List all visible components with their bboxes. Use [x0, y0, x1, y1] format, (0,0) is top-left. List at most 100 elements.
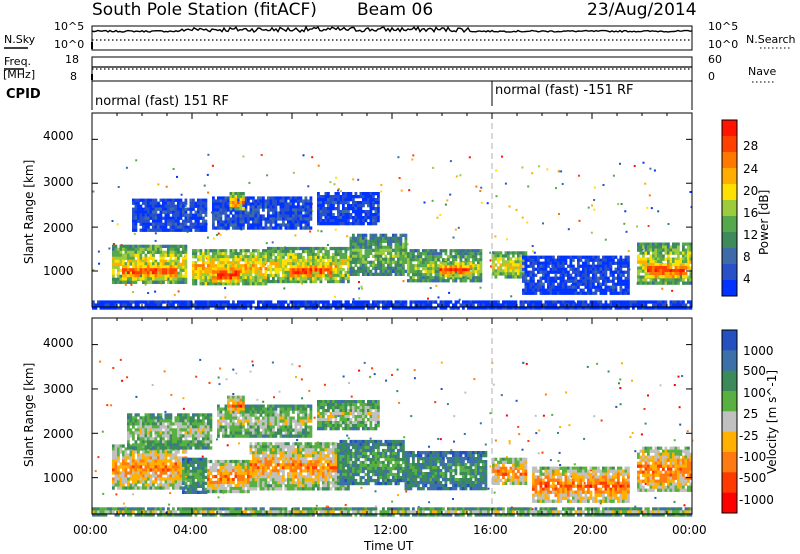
- power-cell: [357, 242, 360, 246]
- power-cell: [242, 249, 245, 253]
- power-cell: [514, 266, 518, 270]
- power-cell: [159, 198, 163, 202]
- power-cell: [154, 259, 158, 263]
- power-cell: [277, 261, 280, 266]
- power-cell: [242, 267, 245, 271]
- power-cell: [177, 250, 180, 254]
- power-cell: [157, 225, 160, 229]
- power-cell: [557, 261, 560, 265]
- power-cell: [552, 261, 555, 265]
- power-cell: [172, 219, 175, 223]
- power-cell: [622, 279, 625, 283]
- power-cell: [389, 266, 393, 270]
- power-cell: [417, 255, 420, 259]
- power-cell: [392, 303, 395, 307]
- power-cell: [302, 220, 305, 224]
- power-cell: [159, 219, 163, 223]
- power-cell: [222, 261, 225, 265]
- power-cell: [297, 196, 300, 200]
- power-cell: [387, 300, 390, 304]
- power-cell: [687, 257, 690, 261]
- power-cell: [354, 269, 358, 273]
- power-cell: [524, 258, 528, 262]
- power-cell: [327, 204, 330, 208]
- power-cell: [684, 306, 688, 310]
- power-cell: [274, 255, 278, 260]
- power-cell: [227, 208, 230, 212]
- power-cell: [299, 214, 303, 218]
- power-cell: [217, 300, 220, 304]
- power-cell: [252, 252, 255, 256]
- power-cell: [242, 207, 245, 211]
- power-speckle: [538, 165, 541, 168]
- power-cell: [137, 204, 140, 208]
- power-cell: [287, 252, 290, 257]
- power-cell: [434, 270, 438, 274]
- power-cell: [232, 220, 235, 224]
- power-cell: [369, 210, 373, 214]
- power-cell: [332, 261, 335, 266]
- power-cell: [369, 195, 373, 199]
- power-speckle: [311, 156, 314, 159]
- power-cell: [162, 271, 165, 275]
- power-cell: [579, 291, 583, 295]
- power-cell: [172, 207, 175, 211]
- power-cell: [322, 258, 325, 263]
- power-cell: [234, 267, 238, 271]
- power-cell: [377, 213, 380, 217]
- power-cell: [427, 306, 430, 310]
- cpid-segment-1: normal (fast) 151 RF: [95, 94, 229, 109]
- power-cell: [112, 300, 115, 304]
- power-cell: [237, 306, 240, 310]
- power-cell: [239, 211, 243, 215]
- power-cell: [599, 261, 603, 265]
- power-cell: [252, 214, 255, 218]
- power-cell: [214, 226, 218, 230]
- power-cell: [424, 267, 428, 271]
- power-cell: [172, 253, 175, 257]
- power-cell: [457, 276, 460, 280]
- power-cell: [467, 271, 470, 275]
- power-cell: [227, 270, 230, 274]
- power-cell: [164, 204, 168, 208]
- power-cell: [292, 223, 295, 227]
- power-cell: [514, 306, 518, 310]
- power-cell: [412, 279, 415, 283]
- velocity-speckle: [325, 505, 328, 508]
- velocity-speckle: [479, 422, 482, 425]
- power-cell: [442, 279, 445, 283]
- power-cell: [267, 220, 270, 224]
- power-cell: [252, 199, 255, 203]
- power-cell: [374, 210, 378, 214]
- power-cell: [427, 267, 430, 271]
- power-cell: [397, 266, 400, 270]
- power-cell: [474, 249, 478, 253]
- power-cell: [202, 282, 205, 286]
- power-cell: [117, 259, 120, 263]
- power-cell: [387, 251, 390, 255]
- power-cell: [437, 258, 440, 262]
- power-cell: [267, 217, 270, 221]
- power-cell: [149, 268, 153, 272]
- power-cell: [134, 265, 138, 269]
- power-cell: [559, 255, 563, 259]
- power-cell: [602, 264, 605, 268]
- power-cell: [309, 300, 313, 304]
- power-cell: [222, 276, 225, 280]
- power-cell: [197, 204, 200, 208]
- power-cell: [672, 303, 675, 307]
- power-cell: [287, 208, 290, 212]
- power-cell: [149, 300, 153, 304]
- power-cell: [352, 245, 355, 249]
- power-speckle: [612, 174, 615, 177]
- power-cell: [447, 258, 450, 262]
- power-cell: [279, 264, 283, 269]
- power-cell: [399, 300, 403, 304]
- power-cell: [434, 252, 438, 256]
- velocity-speckle: [600, 419, 603, 422]
- power-cell: [257, 196, 260, 200]
- power-cell: [627, 279, 630, 283]
- power-cell: [582, 264, 585, 268]
- power-cell: [147, 222, 150, 226]
- power-cell: [394, 260, 398, 264]
